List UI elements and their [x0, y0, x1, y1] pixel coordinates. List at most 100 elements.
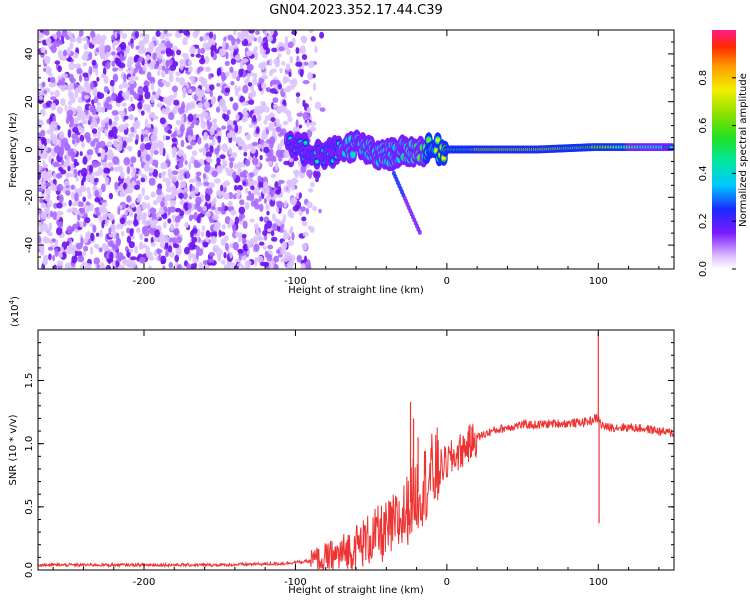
noise-speckle: [162, 58, 166, 66]
noise-speckle: [272, 97, 279, 103]
band-core: [435, 138, 440, 143]
noise-speckle: [197, 66, 204, 72]
noise-speckle: [212, 245, 220, 252]
noise-speckle: [184, 221, 189, 228]
noise-speckle: [161, 79, 167, 84]
noise-speckle: [274, 162, 279, 171]
noise-speckle: [278, 179, 285, 184]
noise-speckle: [195, 113, 203, 118]
noise-speckle: [282, 88, 290, 93]
noise-speckle: [307, 72, 313, 81]
noise-speckle: [45, 187, 51, 196]
noise-speckle: [261, 187, 268, 195]
noise-speckle: [113, 266, 119, 269]
noise-speckle: [38, 150, 41, 158]
noise-speckle: [83, 245, 89, 252]
noise-speckle: [223, 252, 227, 259]
noise-speckle: [54, 60, 61, 65]
noise-speckle: [76, 105, 83, 114]
noise-speckle: [61, 73, 69, 78]
noise-speckle: [169, 200, 177, 207]
noise-speckle: [203, 33, 207, 42]
snr-xtick-label: -200: [133, 577, 156, 588]
noise-speckle: [180, 114, 184, 124]
noise-speckle: [165, 48, 172, 57]
noise-speckle: [187, 88, 193, 94]
noise-speckle: [197, 102, 203, 109]
noise-speckle: [90, 125, 94, 130]
noise-speckle: [129, 211, 134, 217]
noise-speckle: [95, 106, 103, 113]
noise-speckle: [203, 101, 210, 109]
noise-speckle: [111, 120, 118, 127]
noise-speckle: [287, 185, 291, 194]
noise-speckle: [303, 61, 309, 66]
noise-speckle: [174, 254, 179, 263]
noise-speckle: [60, 246, 64, 253]
noise-speckle: [88, 66, 93, 75]
noise-speckle: [221, 143, 229, 153]
noise-speckle: [291, 78, 298, 88]
noise-speckle: [203, 172, 206, 180]
noise-speckle: [168, 58, 174, 66]
noise-speckle: [126, 175, 131, 185]
noise-speckle: [272, 223, 279, 232]
band-core: [669, 146, 674, 149]
noise-speckle: [40, 211, 47, 220]
noise-speckle: [166, 107, 171, 112]
noise-speckle: [263, 245, 267, 250]
noise-speckle: [155, 30, 161, 37]
noise-speckle: [168, 112, 175, 121]
noise-speckle: [142, 226, 150, 231]
noise-speckle: [195, 250, 199, 260]
noise-speckle: [190, 123, 195, 129]
noise-speckle: [259, 216, 264, 222]
noise-speckle: [38, 164, 42, 172]
noise-speckle: [39, 109, 44, 114]
snr-xtick-label: 0: [444, 577, 450, 588]
noise-speckle: [95, 232, 100, 237]
noise-speckle: [258, 241, 265, 246]
noise-speckle: [306, 106, 312, 114]
noise-speckle: [53, 264, 57, 269]
noise-speckle: [84, 132, 91, 140]
noise-speckle: [232, 194, 237, 200]
noise-speckle: [246, 50, 253, 57]
noise-speckle: [76, 67, 83, 75]
noise-speckle: [304, 255, 307, 263]
noise-speckle: [162, 134, 167, 142]
noise-speckle: [283, 232, 290, 240]
noise-speckle: [74, 250, 79, 257]
noise-speckle: [68, 105, 72, 110]
noise-speckle: [140, 133, 144, 143]
noise-speckle: [105, 122, 109, 130]
noise-speckle: [118, 62, 126, 69]
noise-speckle: [96, 264, 100, 269]
noise-speckle: [65, 157, 70, 167]
noise-speckle: [92, 225, 97, 233]
noise-speckle: [234, 124, 239, 133]
noise-speckle: [128, 133, 135, 138]
noise-speckle: [289, 84, 295, 90]
noise-speckle: [291, 30, 298, 36]
noise-speckle: [175, 119, 181, 126]
noise-speckle: [130, 202, 136, 208]
noise-speckle: [39, 30, 44, 33]
noise-speckle: [167, 70, 175, 75]
noise-speckle: [189, 101, 196, 110]
noise-speckle: [242, 84, 249, 94]
noise-speckle: [226, 109, 231, 115]
noise-speckle: [90, 140, 96, 147]
noise-speckle: [277, 53, 282, 58]
noise-speckle: [213, 224, 221, 232]
noise-speckle: [241, 101, 248, 107]
colorbar-gradient: [712, 30, 736, 269]
noise-speckle: [208, 251, 216, 257]
colorbar-ticks: 0.0 0.2 0.4 0.6 0.8: [698, 70, 736, 277]
noise-speckle: [261, 133, 268, 140]
noise-speckle: [266, 87, 271, 93]
noise-speckle: [221, 182, 228, 188]
noise-speckle: [225, 242, 229, 251]
noise-speckle: [282, 76, 290, 84]
noise-speckle: [224, 60, 230, 66]
